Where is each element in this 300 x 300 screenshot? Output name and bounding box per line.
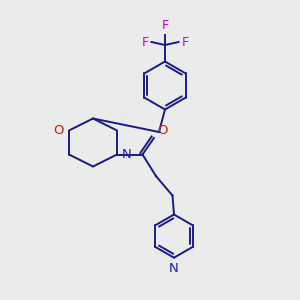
Text: O: O (53, 124, 64, 137)
Text: N: N (122, 148, 131, 161)
Text: F: F (182, 35, 189, 49)
Text: N: N (169, 262, 179, 275)
Text: O: O (157, 124, 167, 136)
Text: F: F (141, 35, 148, 49)
Text: F: F (161, 19, 169, 32)
